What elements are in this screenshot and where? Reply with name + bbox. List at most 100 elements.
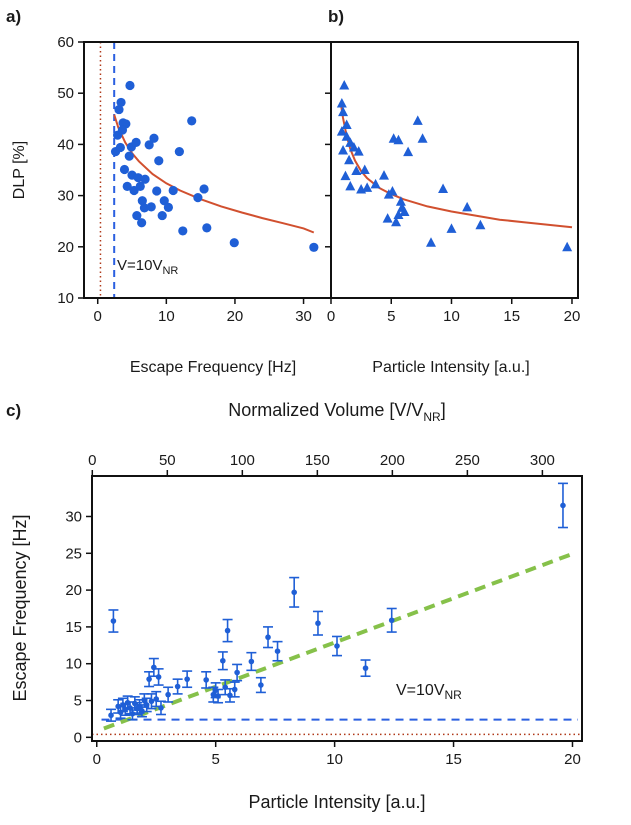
panel-c-plot-area	[92, 482, 582, 736]
panel-c-linear-fit	[103, 552, 571, 731]
panel-c-data-point	[184, 676, 190, 682]
panel-b-data-point	[475, 219, 486, 230]
panel-b-data-point	[382, 213, 393, 223]
panel-a-annotation: V=10VNR	[117, 257, 178, 277]
panel-a-data-point	[159, 196, 169, 206]
panel-b-ticks: 0 5 10 15 20	[325, 41, 581, 325]
panel-b-xtick-label: 10	[443, 308, 460, 325]
panel-a-data-point	[137, 196, 147, 206]
panel-b-data-point	[391, 216, 402, 227]
panel-c-xtick-label: 15	[445, 751, 462, 768]
panel-b-data-point	[393, 209, 404, 220]
panel-b-data-point	[412, 115, 423, 125]
panel-c-ytick-label: 10	[65, 656, 82, 673]
panel-b-data-point	[370, 178, 381, 189]
panel-a-xlabel: Escape Frequency [Hz]	[130, 359, 296, 376]
panel-a-data-point	[202, 223, 212, 233]
panel-b-data-point	[339, 80, 350, 90]
panel-a-data-point	[309, 242, 319, 252]
panel-c-xtick-label: 5	[212, 751, 220, 768]
panel-a-data-point	[193, 193, 203, 203]
panel-b-data-point	[562, 241, 573, 252]
panel-c-data-point	[291, 589, 297, 596]
panel-b-data-point	[387, 186, 398, 196]
panel-a-ticks: 0 10 20 30 10 20 30 40 50 60	[57, 34, 312, 325]
panel-a-ytick-label: 20	[57, 239, 74, 256]
panel-c-top-xlabel: Normalized Volume [V/VNR]	[228, 400, 445, 424]
panel-a-fit-curve	[113, 114, 315, 234]
panel-a-data-point	[135, 181, 145, 191]
panel-c-ytick-label: 5	[74, 693, 82, 710]
panel-c-ytick-label: 15	[65, 619, 82, 636]
panel-b-data-point	[399, 206, 410, 216]
panel-a-xtick-label: 10	[158, 308, 175, 325]
panel-b-data-point	[359, 164, 370, 174]
panel-c-data-point	[274, 648, 281, 654]
panel-a-xtick-label: 20	[227, 308, 244, 325]
panel-c-data-point	[215, 693, 221, 699]
panel-a-data-point	[163, 202, 173, 212]
panel-b-data-point	[446, 223, 457, 233]
panel-b-data-point	[345, 180, 356, 191]
panel-c-top-xtick-label: 150	[305, 452, 330, 469]
panel-b-data-point	[341, 131, 352, 141]
panel-b-data-point	[341, 119, 352, 129]
panel-a-data-point	[149, 133, 159, 143]
panel-c-data-point	[248, 658, 255, 665]
panel-c-ytick-label: 0	[74, 729, 82, 746]
panel-c-data-point	[143, 702, 150, 708]
panel-a-data-point	[133, 173, 143, 183]
panel-c-data-point	[220, 657, 226, 664]
panel-b-xtick-label: 5	[387, 308, 395, 325]
panel-b-data-point	[340, 170, 351, 181]
panel-c-data-point	[362, 665, 369, 671]
panel-b-data-point	[338, 145, 349, 155]
panel-a-ytick-label: 30	[57, 188, 74, 205]
panel-b-data-point	[348, 141, 359, 152]
panel-c-data-point	[265, 634, 271, 641]
panel-b-fit-curve	[339, 101, 573, 229]
panel-a-data-point	[199, 184, 209, 194]
panel-c-top-xtick-label: 300	[530, 452, 555, 469]
panel-a-data-point	[152, 186, 162, 196]
panel-b-data-point	[395, 196, 406, 206]
panel-b-xtick-label: 15	[503, 308, 520, 325]
panel-c-frame	[91, 475, 583, 742]
panel-c-top-xtick-label: 50	[159, 452, 176, 469]
panel-c-data-point	[153, 696, 160, 702]
panel-c-data-point	[155, 674, 162, 680]
panel-b-label: b)	[328, 7, 344, 26]
panel-c-data-point	[110, 618, 117, 624]
panel-c-data-point	[234, 669, 240, 676]
panel-c-data-point	[210, 691, 217, 698]
panel-b-data-point	[417, 133, 428, 143]
panel-a-data-point	[132, 210, 142, 221]
panel-a-plot-area	[99, 42, 319, 298]
panel-c-data-point	[174, 683, 181, 690]
panel-a-ylabel: DLP [%]	[11, 141, 28, 199]
panel-a-data-point	[122, 181, 132, 191]
panel-c-data-point	[388, 617, 395, 624]
panel-a-xtick-label: 30	[295, 308, 312, 325]
panel-b-xlabel: Particle Intensity [a.u.]	[372, 359, 529, 376]
panel-a-data-point	[137, 218, 147, 228]
panel-b-data-point	[438, 183, 449, 193]
panel-b-data-point	[351, 165, 362, 176]
panel-b-data-point	[362, 182, 373, 192]
panel-b-chart: 0 5 10 15 20 Particle Intensity [a.u.]	[325, 41, 581, 376]
panel-a-chart: 0 10 20 30 10 20 30 40 50 60 Escape Frequency [Hz…	[11, 34, 332, 376]
panel-c-data-point	[203, 677, 209, 683]
panel-a-data-point	[124, 151, 134, 161]
panel-b-xtick-label: 20	[564, 308, 581, 325]
panel-a-data-point	[187, 116, 197, 126]
panel-b-data-point	[338, 106, 349, 117]
panel-b-data-point	[426, 237, 437, 247]
panel-a-ytick-label: 40	[57, 136, 74, 153]
panel-a-data-point	[146, 202, 156, 212]
panel-a-data-point	[117, 125, 128, 135]
panel-c-data-point	[108, 712, 114, 719]
panel-a-data-point	[157, 210, 167, 221]
panel-b-data-point	[336, 97, 347, 108]
